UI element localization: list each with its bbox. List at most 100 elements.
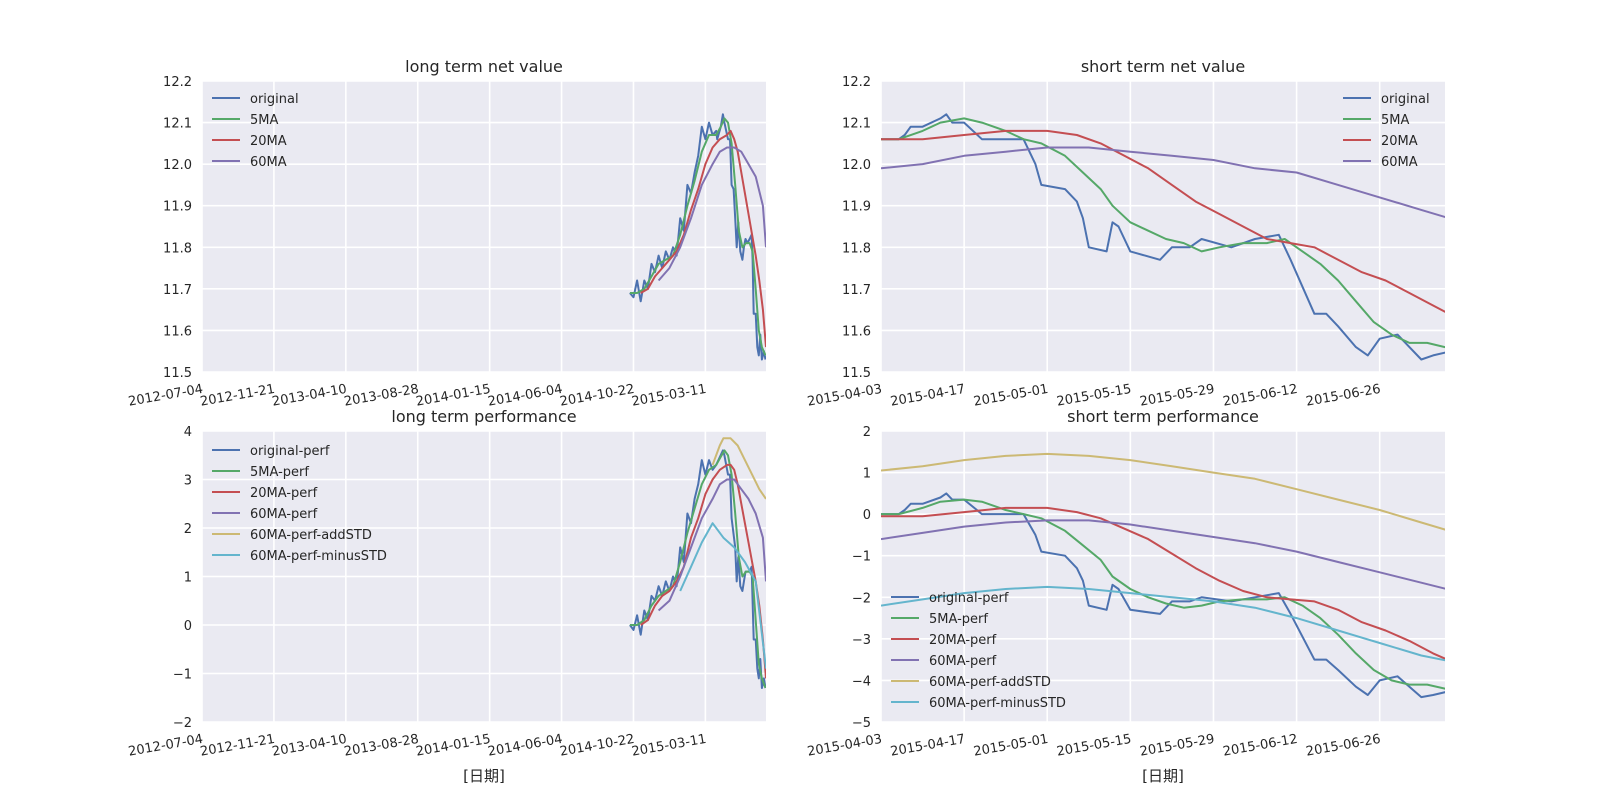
legend-label: 5MA xyxy=(1381,113,1409,128)
series-line-20ma-perf xyxy=(881,506,1445,660)
y-tick-label: −3 xyxy=(852,633,871,648)
legend-label: 60MA-perf xyxy=(250,507,318,522)
x-tick-label: 2013-08-28 xyxy=(343,382,420,410)
legend-item: original xyxy=(212,92,299,107)
y-tick-label: 11.8 xyxy=(842,241,871,256)
legend-item: 20MA-perf xyxy=(212,486,318,501)
legend-label: 60MA-perf-minusSTD xyxy=(250,549,387,564)
legend: original 5MA 20MA 60MA xyxy=(1343,92,1430,170)
x-axis-label: [日期] xyxy=(463,767,505,785)
legend-label: original xyxy=(250,92,299,107)
chart-long-perf: 2012-07-042012-11-212013-04-102013-08-28… xyxy=(127,407,766,785)
legend: original-perf 5MA-perf 20MA-perf 60MA-perf 6… xyxy=(891,591,1066,711)
x-tick-label: 2015-04-17 xyxy=(889,732,966,760)
x-tick-label: 2014-01-15 xyxy=(415,732,492,760)
x-tick-label: 2014-10-22 xyxy=(559,382,636,410)
y-tick-label: 12.0 xyxy=(842,158,871,173)
x-tick-label: 2015-04-03 xyxy=(806,732,883,760)
legend-item: 60MA xyxy=(1343,155,1418,170)
y-tick-label: 11.5 xyxy=(842,366,871,381)
legend-item: 5MA xyxy=(212,113,278,128)
y-tick-label: 2 xyxy=(184,522,192,537)
chart-title: long term performance xyxy=(391,407,576,426)
y-tick-label: −1 xyxy=(852,550,871,565)
y-tick-label: 11.9 xyxy=(842,200,871,215)
legend-item: 60MA-perf xyxy=(212,507,318,522)
legend-item: 5MA-perf xyxy=(891,612,988,627)
y-tick-label: 12.1 xyxy=(842,117,871,132)
legend-item: 20MA-perf xyxy=(891,633,997,648)
series-line-60ma xyxy=(881,146,1445,219)
series-line-60ma-perf-addstd xyxy=(881,452,1445,531)
x-tick-label: 2013-08-28 xyxy=(343,732,420,760)
y-tick-label: 2 xyxy=(863,425,871,440)
series-line-20ma xyxy=(640,129,766,348)
chart-title: short term net value xyxy=(1081,57,1245,76)
series-group xyxy=(629,113,766,361)
x-tick-label: 2012-07-04 xyxy=(127,382,204,410)
legend-item: 20MA xyxy=(212,134,287,149)
y-tick-label: 11.6 xyxy=(163,324,192,339)
y-tick-label: −4 xyxy=(852,674,871,689)
plot-area xyxy=(881,81,1445,372)
y-tick-label: −2 xyxy=(173,716,192,731)
legend-label: 60MA-perf-addSTD xyxy=(250,528,372,543)
x-tick-label: 2015-05-15 xyxy=(1056,732,1133,760)
y-tick-label: −5 xyxy=(852,716,871,731)
x-tick-label: 2014-06-04 xyxy=(487,732,564,760)
chart-short-perf: 2015-04-03 2015-04-17 2015-05-01 2015-05-15… xyxy=(806,407,1445,785)
legend-item: original xyxy=(1343,92,1430,107)
y-tick-label: 11.7 xyxy=(842,283,871,298)
y-tick-label: 0 xyxy=(863,508,871,523)
gridlines xyxy=(201,80,766,373)
series-line-60ma-perf-addstd xyxy=(711,437,766,500)
x-tick-label: 2015-05-29 xyxy=(1139,732,1216,760)
x-tick-label: 2015-05-01 xyxy=(972,732,1049,760)
legend-label: 60MA-perf-minusSTD xyxy=(929,696,1066,711)
legend-label: 20MA xyxy=(1381,134,1418,149)
legend-item: 60MA xyxy=(212,155,287,170)
y-tick-label: 11.7 xyxy=(163,283,192,298)
x-tick-label: 2012-11-21 xyxy=(199,382,276,410)
series-line-60ma-perf-minusstd xyxy=(881,585,1445,662)
series-line-5ma xyxy=(881,117,1445,349)
y-tick-label: 12.2 xyxy=(842,75,871,90)
x-tick-label: 2015-03-11 xyxy=(631,382,708,410)
gridlines xyxy=(201,430,766,723)
x-tick-label: 2012-11-21 xyxy=(199,732,276,760)
legend-label: 60MA-perf-addSTD xyxy=(929,675,1051,690)
x-tick-label: 2015-06-12 xyxy=(1222,732,1299,760)
legend-item: original-perf xyxy=(212,444,330,459)
legend-item: 60MA-perf-addSTD xyxy=(212,528,372,543)
chart-long-net: 2012-07-042012-11-212013-04-102013-08-28… xyxy=(127,57,766,410)
y-tick-label: 1 xyxy=(184,571,192,586)
legend-item: original-perf xyxy=(891,591,1009,606)
x-tick-label: 2015-05-29 xyxy=(1139,382,1216,410)
legend: original-perf 5MA-perf 20MA-perf 60MA-perf 6… xyxy=(212,444,387,564)
plot-area xyxy=(881,431,1445,722)
x-tick-label: 2015-05-15 xyxy=(1056,382,1133,410)
y-tick-label: 11.8 xyxy=(163,241,192,256)
series-line-original-perf xyxy=(629,449,766,689)
y-tick-label: −1 xyxy=(173,668,192,683)
x-tick-label: 2014-10-22 xyxy=(559,732,636,760)
x-tick-label: 2015-04-03 xyxy=(806,382,883,410)
x-tick-label: 2015-04-17 xyxy=(889,382,966,410)
series-line-original xyxy=(881,113,1445,361)
legend-label: 5MA xyxy=(250,113,278,128)
x-tick-label: 2014-06-04 xyxy=(487,382,564,410)
legend-label: 20MA xyxy=(250,134,287,149)
legend-item: 60MA-perf-addSTD xyxy=(891,675,1051,690)
gridlines xyxy=(880,80,1445,373)
legend: original 5MA 20MA 60MA xyxy=(212,92,299,170)
y-tick-label: 12.0 xyxy=(163,158,192,173)
plot-area xyxy=(202,81,766,372)
y-tick-label: 12.1 xyxy=(163,117,192,132)
y-tick-label: 3 xyxy=(184,474,192,489)
legend-label: 5MA-perf xyxy=(250,465,309,480)
series-line-60ma-perf xyxy=(881,519,1445,590)
y-tick-label: −2 xyxy=(852,591,871,606)
series-group xyxy=(881,452,1445,699)
series-line-5ma xyxy=(629,117,766,356)
